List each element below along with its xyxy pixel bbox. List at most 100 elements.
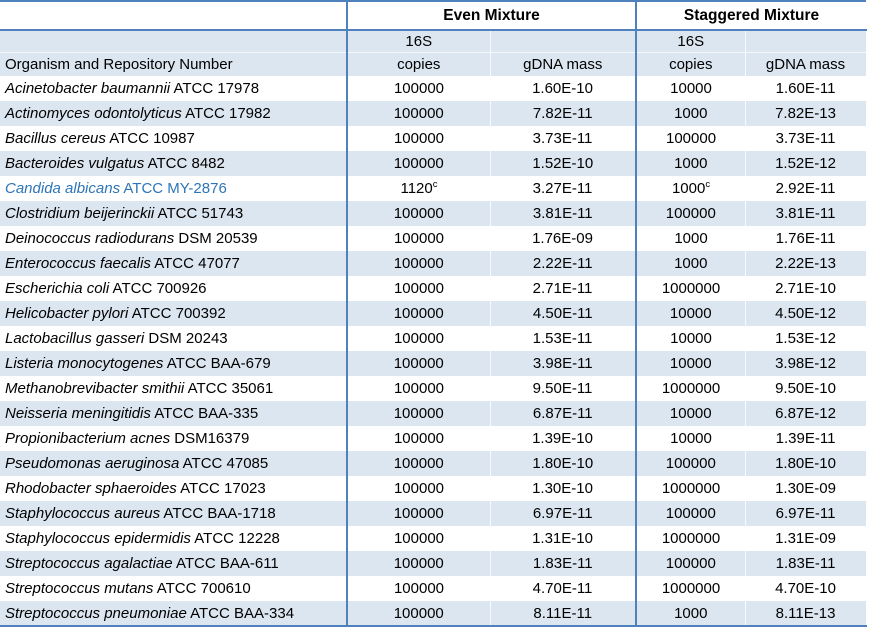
cell-value: 100000 bbox=[393, 355, 444, 372]
staggered-gdna-mass-cell: 2.71E-10 bbox=[745, 276, 867, 301]
cell-value: 1.60E-11 bbox=[775, 80, 836, 97]
cell-value: 100000 bbox=[393, 604, 444, 622]
cell-value: 2.22E-13 bbox=[775, 255, 836, 272]
cell-value: 3.81E-11 bbox=[775, 205, 836, 222]
cell-value: 100000 bbox=[393, 380, 445, 397]
repository-number: ATCC 47085 bbox=[179, 455, 269, 472]
even-gdna-mass-cell: 2.71E-11 bbox=[490, 276, 637, 301]
cell-value: 100000 bbox=[393, 155, 444, 172]
table-row: Acinetobacter baumannii ATCC 17978 100000… bbox=[0, 76, 867, 101]
staggered-16s-copies-cell: 10000 bbox=[635, 351, 746, 376]
repository-number: ATCC 700926 bbox=[109, 280, 207, 297]
even-gdna-mass-cell: 6.87E-11 bbox=[490, 401, 637, 426]
cell-value: 10000 bbox=[669, 305, 712, 322]
table-row: Streptococcus pneumoniae ATCC BAA-334 100… bbox=[0, 601, 867, 626]
staggered-16s-copies-cell: 10000 bbox=[635, 76, 746, 101]
cell-value: 100000 bbox=[665, 455, 716, 472]
organism-cell: Neisseria meningitidis ATCC BAA-335 bbox=[0, 401, 348, 426]
even-gdna-mass-cell: 1.52E-10 bbox=[490, 151, 637, 176]
cell-value: 100000 bbox=[393, 405, 444, 422]
empty-cell bbox=[0, 30, 348, 53]
even-gdna-mass-cell: 8.11E-11 bbox=[490, 601, 637, 626]
cell-value: 10000 bbox=[670, 330, 712, 347]
even-gdna-mass-cell: 3.27E-11 bbox=[490, 176, 637, 201]
cell-value: 6.87E-12 bbox=[775, 405, 836, 422]
cell-value: 8.11E-11 bbox=[533, 604, 593, 622]
organism-name: Actinomyces odontolyticus bbox=[5, 105, 182, 122]
even-gdna-mass-cell: 4.70E-11 bbox=[490, 576, 637, 601]
organism-name: Helicobacter pylori bbox=[5, 305, 129, 322]
even-gdna-mass-cell: 7.82E-11 bbox=[490, 101, 637, 126]
footnote-marker: c bbox=[432, 179, 438, 190]
cell-value: 3.98E-11 bbox=[532, 355, 593, 372]
even-16s-copies-cell: 100000 bbox=[346, 501, 491, 526]
cell-value: 2.71E-11 bbox=[532, 280, 593, 297]
cell-value: 7.82E-13 bbox=[775, 105, 836, 122]
repository-number: ATCC 47077 bbox=[150, 255, 240, 272]
repository-number: ATCC 700610 bbox=[153, 580, 251, 597]
cell-value: 1000000 bbox=[661, 480, 721, 497]
table-row: Bacteroides vulgatus ATCC 8482 100000 1.52… bbox=[0, 151, 867, 176]
organism-cell: Streptococcus mutans ATCC 700610 bbox=[0, 576, 347, 601]
staggered-gdna-mass-cell: 3.81E-11 bbox=[745, 201, 867, 226]
table-row: Lactobacillus gasseri DSM 20243 100000 1.5… bbox=[0, 326, 867, 351]
repository-number: ATCC 35061 bbox=[184, 380, 274, 397]
cell-value: 1.80E-10 bbox=[775, 455, 836, 472]
cell-value: 10000 bbox=[669, 355, 712, 372]
even-gdna-mass-cell: 3.73E-11 bbox=[490, 126, 637, 151]
repository-number: ATCC 8482 bbox=[144, 155, 225, 172]
staggered-16s-copies-cell: 1000 bbox=[635, 601, 746, 626]
staggered-gdna-mass-cell: 7.82E-13 bbox=[745, 101, 867, 126]
table-row: Staphylococcus aureus ATCC BAA-1718 10000… bbox=[0, 501, 867, 526]
repository-number: DSM 20243 bbox=[144, 330, 228, 347]
even-16s-copies-cell: 100000 bbox=[346, 251, 491, 276]
staggered-16s-copies-cell: 10000 bbox=[635, 301, 746, 326]
repository-number: ATCC 700392 bbox=[128, 305, 226, 322]
cell-value: 1.83E-11 bbox=[775, 555, 836, 572]
organism-name: Deinococcus radiodurans bbox=[5, 230, 175, 247]
cell-value: 100000 bbox=[393, 455, 444, 472]
staggered-gdna-mass-cell: 9.50E-10 bbox=[745, 376, 867, 401]
cell-value: 6.97E-11 bbox=[775, 505, 836, 522]
cell-value: 100000 bbox=[393, 505, 444, 522]
staggered-gdna-mass-cell: 1.31E-09 bbox=[745, 526, 867, 551]
organism-name: Listeria monocytogenes bbox=[5, 355, 164, 372]
table-row: Listeria monocytogenes ATCC BAA-679 10000… bbox=[0, 351, 867, 376]
even-16s-copies-cell: 100000 bbox=[346, 151, 491, 176]
cell-value: 1.30E-09 bbox=[775, 480, 836, 497]
cell-value: 100000 bbox=[393, 480, 445, 497]
organism-cell: Staphylococcus aureus ATCC BAA-1718 bbox=[0, 501, 348, 526]
repository-number: ATCC 17023 bbox=[176, 480, 266, 497]
table-header: Even Mixture Staggered Mixture 16S 16S O… bbox=[0, 0, 867, 76]
even-16s-copies-cell: 100000 bbox=[346, 551, 491, 576]
cell-value: 7.82E-11 bbox=[532, 105, 593, 122]
organism-cell: Deinococcus radiodurans DSM 20539 bbox=[0, 226, 347, 251]
staggered-16s-copies-cell: 10000 bbox=[635, 326, 746, 351]
cell-value: 10000 bbox=[669, 405, 712, 422]
repository-number: ATCC BAA-611 bbox=[172, 555, 279, 572]
even-16s-copies-cell: 100000 bbox=[346, 101, 491, 126]
even-gdna-mass-cell: 1.80E-10 bbox=[490, 451, 637, 476]
organism-cell: Enterococcus faecalis ATCC 47077 bbox=[0, 251, 348, 276]
cell-value: 1.39E-10 bbox=[532, 430, 593, 447]
cell-value: 1.39E-11 bbox=[775, 430, 836, 447]
cell-value: 1.31E-09 bbox=[775, 530, 836, 547]
cell-value: 100000 bbox=[393, 205, 444, 222]
table-row: Streptococcus agalactiae ATCC BAA-611 100… bbox=[0, 551, 867, 576]
staggered-16s-copies-cell: 100000 bbox=[635, 201, 746, 226]
staggered-16s-copies-cell: 1000000 bbox=[635, 376, 746, 401]
staggered-16s-copies-cell: 100000 bbox=[635, 126, 746, 151]
repository-number: ATCC 51743 bbox=[154, 205, 244, 222]
organism-cell: Helicobacter pylori ATCC 700392 bbox=[0, 301, 348, 326]
even-gdna-mass-cell: 1.83E-11 bbox=[490, 551, 637, 576]
cell-value: 1.53E-11 bbox=[532, 330, 593, 347]
cell-value: 1000000 bbox=[661, 280, 721, 297]
section-header-row: Even Mixture Staggered Mixture bbox=[0, 0, 867, 31]
organism-name: Bacteroides vulgatus bbox=[5, 155, 145, 172]
cell-value: 1.31E-10 bbox=[532, 530, 593, 547]
empty-cell bbox=[490, 30, 637, 53]
even-16s-copies-cell: 100000 bbox=[346, 476, 490, 501]
organism-cell: Actinomyces odontolyticus ATCC 17982 bbox=[0, 101, 348, 126]
staggered-gdna-mass-cell: 1.30E-09 bbox=[745, 476, 867, 501]
repository-number: ATCC 10987 bbox=[105, 130, 195, 147]
